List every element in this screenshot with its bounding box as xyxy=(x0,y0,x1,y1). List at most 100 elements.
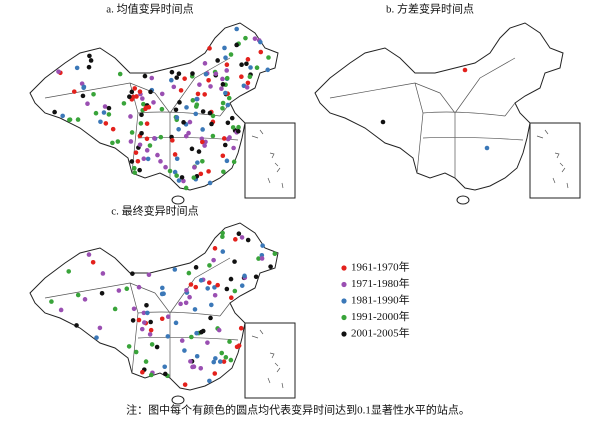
station-dot xyxy=(129,89,135,95)
station-dot xyxy=(194,353,200,359)
station-dot xyxy=(224,68,230,73)
legend-label: 1971-1980年 xyxy=(351,276,410,290)
station-dot xyxy=(200,109,206,114)
station-dot xyxy=(94,335,99,340)
station-dot xyxy=(183,133,189,139)
station-dot xyxy=(134,94,139,99)
station-dot xyxy=(194,330,199,336)
station-dot xyxy=(228,357,234,363)
station-dot xyxy=(74,65,80,71)
station-dot xyxy=(190,364,195,370)
station-dot xyxy=(130,271,135,276)
station-dot xyxy=(139,326,145,332)
station-dot xyxy=(75,292,81,298)
legend-label: 1981-1990年 xyxy=(351,293,410,307)
station-dot xyxy=(181,120,186,125)
station-dot xyxy=(148,327,154,333)
station-dot xyxy=(233,237,238,242)
station-dot xyxy=(176,178,182,183)
station-dot xyxy=(221,359,227,364)
station-dot xyxy=(112,306,118,312)
station-dot xyxy=(182,382,188,387)
station-dot xyxy=(206,77,211,83)
station-dot xyxy=(187,294,192,300)
station-dot xyxy=(162,371,168,377)
station-dot xyxy=(245,57,251,62)
station-dot xyxy=(159,106,165,112)
station-dot xyxy=(209,121,214,127)
station-dot xyxy=(100,271,106,276)
station-dot xyxy=(129,130,135,135)
station-dot xyxy=(159,316,165,322)
station-dot xyxy=(210,113,216,119)
station-dot xyxy=(193,284,199,290)
station-dot xyxy=(99,291,105,296)
station-dot xyxy=(190,71,195,76)
station-dot xyxy=(220,82,226,87)
station-dot xyxy=(202,143,207,148)
legend-label: 1991-2000年 xyxy=(351,309,410,323)
station-dot xyxy=(247,74,253,80)
station-dot xyxy=(141,156,147,162)
station-dot xyxy=(254,65,260,70)
station-dot xyxy=(484,145,490,151)
station-dot xyxy=(161,291,166,297)
station-dot xyxy=(192,165,197,170)
station-dot xyxy=(97,325,103,331)
station-dot xyxy=(223,355,229,360)
station-dot xyxy=(209,302,214,308)
station-dot xyxy=(253,274,259,280)
station-dot xyxy=(203,71,209,77)
station-dot xyxy=(215,58,220,63)
station-dot xyxy=(212,285,217,290)
station-dot xyxy=(169,77,174,83)
station-dot xyxy=(239,235,245,240)
station-dot xyxy=(103,121,109,126)
station-dot xyxy=(149,342,155,347)
station-dot xyxy=(158,134,164,140)
station-dot xyxy=(151,100,156,105)
station-dot xyxy=(178,88,184,93)
station-dot xyxy=(58,307,64,313)
station-dot xyxy=(88,58,94,63)
station-dot xyxy=(102,104,108,109)
station-dot xyxy=(143,359,149,364)
station-dot xyxy=(219,350,225,356)
station-dot xyxy=(220,76,225,82)
station-dot xyxy=(121,101,127,106)
station-dot xyxy=(144,121,150,126)
station-dot xyxy=(212,292,218,298)
station-dot xyxy=(172,267,178,272)
station-dot xyxy=(181,178,186,184)
station-dot xyxy=(222,142,228,148)
station-dot xyxy=(174,115,180,120)
station-dot xyxy=(127,94,132,99)
station-dot xyxy=(202,61,208,66)
station-dot xyxy=(202,92,207,97)
station-dot xyxy=(252,36,258,41)
legend: 1961-1970年 1971-1980年 1981-1990年 1991-2000年… xyxy=(341,260,410,340)
station-dot xyxy=(234,42,239,48)
station-dot xyxy=(200,328,206,334)
station-dot xyxy=(220,153,226,159)
station-dot xyxy=(207,378,212,384)
station-dot xyxy=(244,85,250,90)
station-dot xyxy=(182,76,187,81)
station-dot xyxy=(182,348,187,353)
station-dot xyxy=(170,138,175,143)
station-dot xyxy=(147,143,153,148)
station-dot xyxy=(189,146,195,152)
station-dot xyxy=(236,128,241,134)
station-dot xyxy=(212,246,218,251)
station-dot xyxy=(74,323,79,328)
station-dot xyxy=(242,273,247,279)
station-dot xyxy=(208,315,213,321)
station-dot xyxy=(197,82,202,87)
station-dot xyxy=(211,359,217,365)
station-dot xyxy=(139,112,144,118)
station-dot xyxy=(259,256,265,261)
station-dot xyxy=(186,270,192,276)
station-dot xyxy=(258,49,264,55)
map-a xyxy=(29,22,296,205)
station-dot xyxy=(174,156,180,162)
